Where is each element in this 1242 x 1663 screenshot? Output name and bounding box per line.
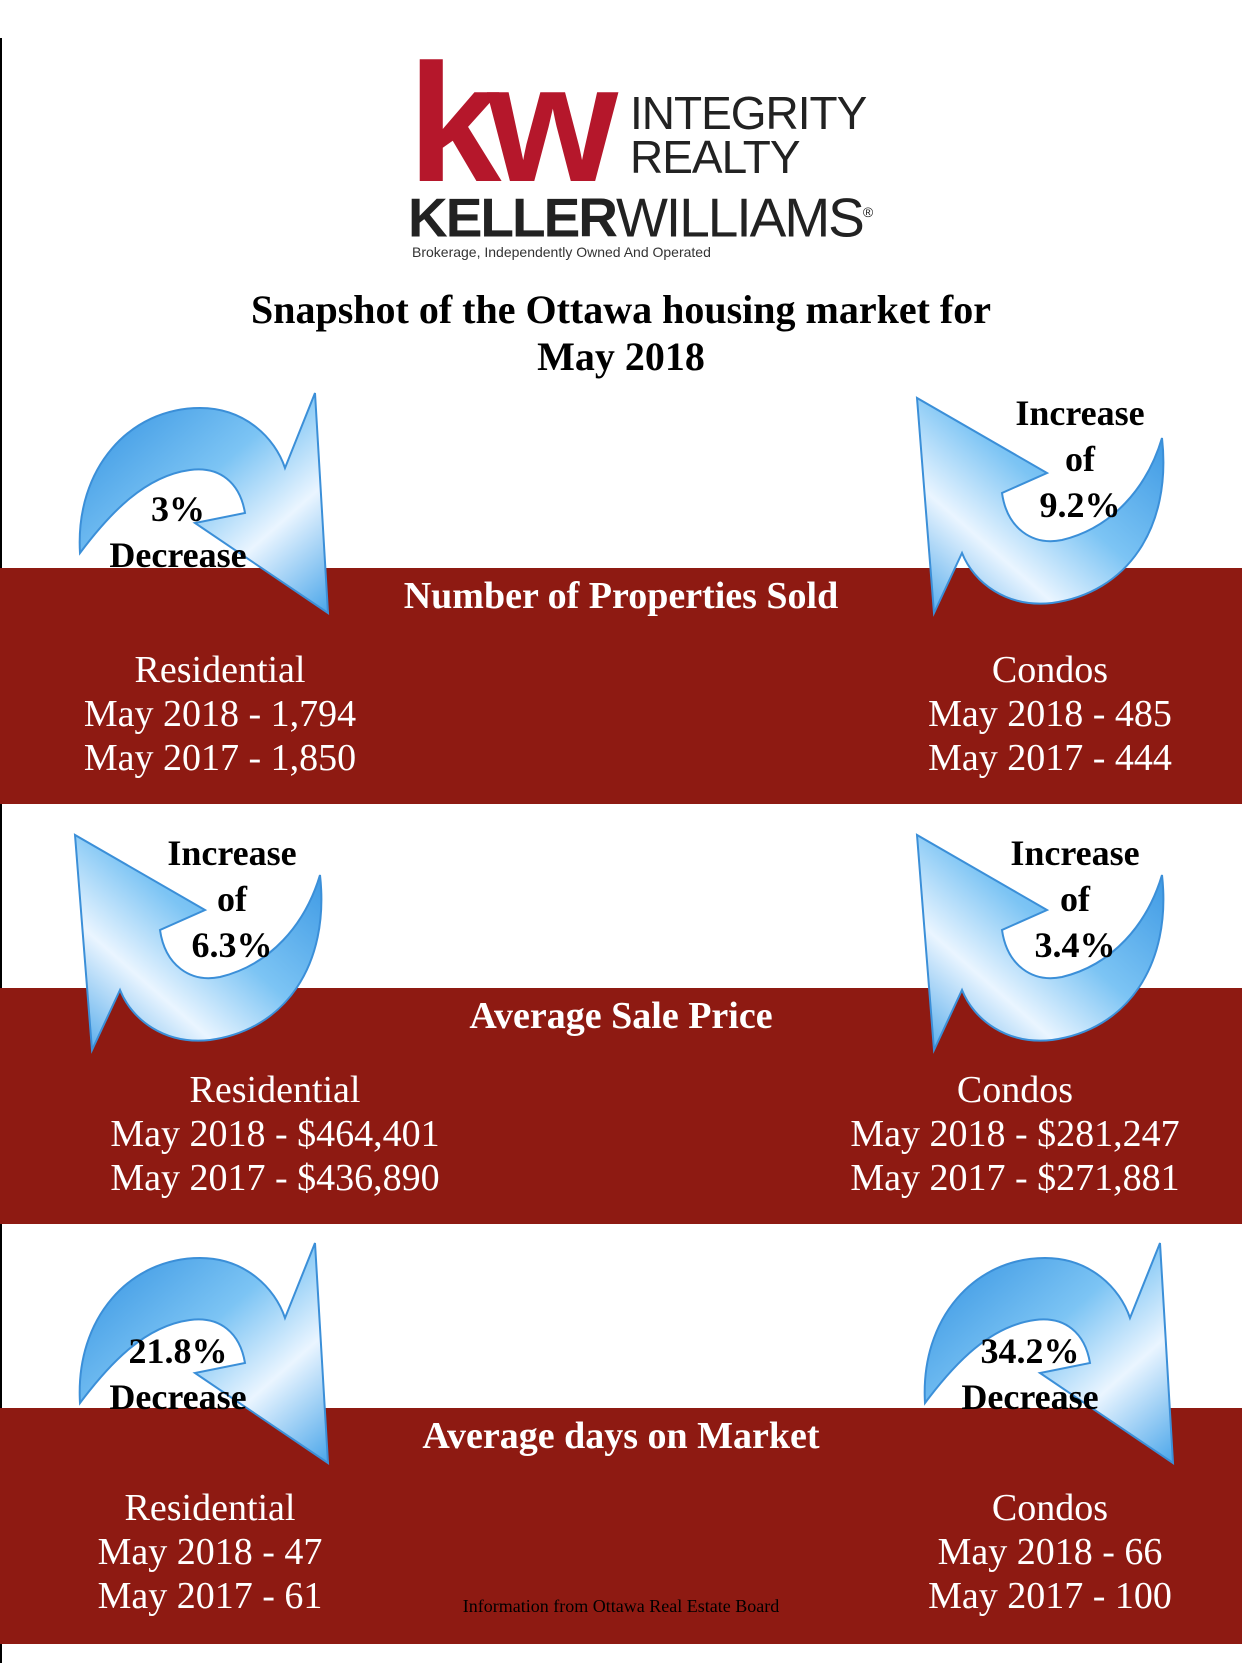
change-label-residential-sold: 3% Decrease [78,486,278,578]
block-label: Condos [991,649,1109,691]
block-label: Residential [189,1069,361,1111]
change-direction: Decrease [961,1377,1099,1417]
page-border [0,38,2,1663]
change-value: 34.2% [980,1331,1080,1371]
up-arrow-icon [915,396,1165,617]
page-title-line2: May 2018 [537,334,705,379]
change-label-condo-days: 34.2% Decrease [930,1328,1130,1420]
change-label-condo-sold: Increase of 9.2% [980,390,1180,528]
change-label-residential-days: 21.8% Decrease [78,1328,278,1420]
section-title-days-on-market: Average days on Market [422,1415,820,1457]
block-line-2018: May 2018 - $464,401 [110,1113,440,1155]
logo-registered: ® [862,204,873,220]
change-of: of [1065,439,1095,479]
section-band-properties-sold [0,568,1242,804]
block-line-2017: May 2017 - $271,881 [850,1157,1180,1199]
logo-kw-mark: kw [408,29,618,217]
block-line-2018: May 2018 - $281,247 [850,1113,1180,1155]
section-title-properties-sold: Number of Properties Sold [403,575,839,617]
block-line-2017: May 2017 - 61 [97,1575,323,1617]
residential-days-block: Residential May 2018 - 47 May 2017 - 61 [60,1486,360,1618]
block-label: Residential [124,1487,296,1529]
logo-tagline-line1: INTEGRITY [630,87,867,139]
change-label-residential-price: Increase of 6.3% [132,830,332,968]
logo-brand-regular: WILLIAMS [616,186,865,249]
up-arrow-icon [915,833,1165,1054]
change-value: 3.4% [1034,925,1116,965]
change-direction: Decrease [109,1377,247,1417]
block-line-2018: May 2018 - 66 [937,1531,1163,1573]
source-note: Information from Ottawa Real Estate Boar… [462,1596,780,1616]
block-line-2017: May 2017 - 444 [928,737,1172,779]
block-line-2018: May 2018 - 485 [928,693,1172,735]
change-word: Increase [167,833,297,873]
down-arrow-icon [78,1242,330,1465]
down-arrow-icon [923,1242,1175,1465]
change-word: Increase [1010,833,1140,873]
residential-price-block: Residential May 2018 - $464,401 May 2017… [90,1068,460,1200]
change-of: of [1060,879,1090,919]
change-value: 21.8% [128,1331,228,1371]
section-band-days-on-market [0,1408,1242,1644]
logo-brand: KELLERWILLIAMS® [408,184,873,249]
block-label: Condos [956,1069,1074,1111]
down-arrow-icon [78,392,330,615]
up-arrow-icon [73,833,323,1054]
page-title: Snapshot of the Ottawa housing market fo… [0,286,1242,380]
block-line-2018: May 2018 - 1,794 [83,693,357,735]
condo-price-block: Condos May 2018 - $281,247 May 2017 - $2… [830,1068,1200,1200]
block-label: Condos [991,1487,1109,1529]
change-word: Increase [1015,393,1145,433]
change-of: of [217,879,247,919]
change-label-condo-price: Increase of 3.4% [975,830,1175,968]
logo-brand-bold: KELLER [408,186,618,249]
section-title-average-sale-price: Average Sale Price [469,995,773,1037]
block-line-2017: May 2017 - $436,890 [110,1157,440,1199]
change-value: 9.2% [1039,485,1121,525]
change-direction: Decrease [109,535,247,575]
block-line-2018: May 2018 - 47 [97,1531,323,1573]
condo-sold-block: Condos May 2018 - 485 May 2017 - 444 [900,648,1200,780]
change-value: 6.3% [191,925,273,965]
page-title-line1: Snapshot of the Ottawa housing market fo… [250,287,992,332]
condo-days-block: Condos May 2018 - 66 May 2017 - 100 [900,1486,1200,1618]
change-value: 3% [151,489,205,529]
block-label: Residential [134,649,306,691]
logo-subtitle: Brokerage, Independently Owned And Opera… [412,244,711,260]
block-line-2017: May 2017 - 1,850 [83,737,357,779]
logo-tagline-line2: REALTY [630,131,801,183]
keller-williams-logo: kw INTEGRITY REALTY KELLERWILLIAMS® Brok… [408,29,873,260]
block-line-2017: May 2017 - 100 [928,1575,1172,1617]
residential-sold-block: Residential May 2018 - 1,794 May 2017 - … [60,648,380,780]
